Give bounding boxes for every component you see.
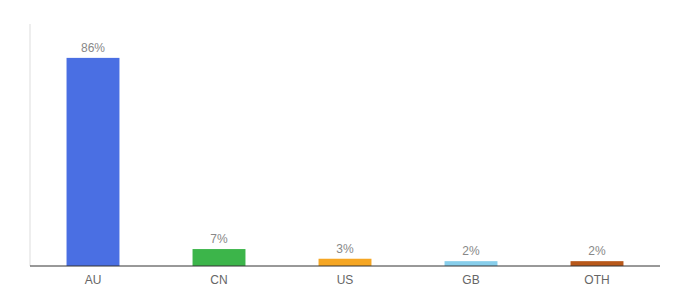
data-label: 2% — [462, 244, 480, 258]
x-tick-label: GB — [462, 273, 479, 287]
data-label: 3% — [336, 242, 354, 256]
data-label: 2% — [588, 244, 606, 258]
chart: AU CN US GB OTH 86% 7% 3% 2% 2% — [0, 0, 680, 300]
x-tick-label: OTH — [584, 273, 609, 287]
data-label: 7% — [210, 232, 228, 246]
chart-container: AU CN US GB OTH 86% 7% 3% 2% 2% — [0, 0, 680, 300]
data-label: 86% — [81, 41, 105, 55]
x-axis-line — [30, 266, 660, 267]
bar — [67, 58, 120, 266]
bar — [571, 261, 624, 266]
x-tick-label: AU — [85, 273, 102, 287]
bar — [445, 261, 498, 266]
data-labels: 86% 7% 3% 2% 2% — [81, 41, 606, 258]
x-tick-label: CN — [210, 273, 227, 287]
x-axis: AU CN US GB OTH — [85, 273, 610, 287]
y-axis-line — [30, 24, 31, 266]
bars — [67, 58, 624, 266]
page: {"chart_data": {"type": "bar", "categori… — [0, 0, 680, 300]
plot-area: AU CN US GB OTH 86% 7% 3% 2% 2% — [30, 24, 660, 287]
bar — [319, 259, 372, 266]
bar — [193, 249, 246, 266]
x-tick-label: US — [337, 273, 354, 287]
